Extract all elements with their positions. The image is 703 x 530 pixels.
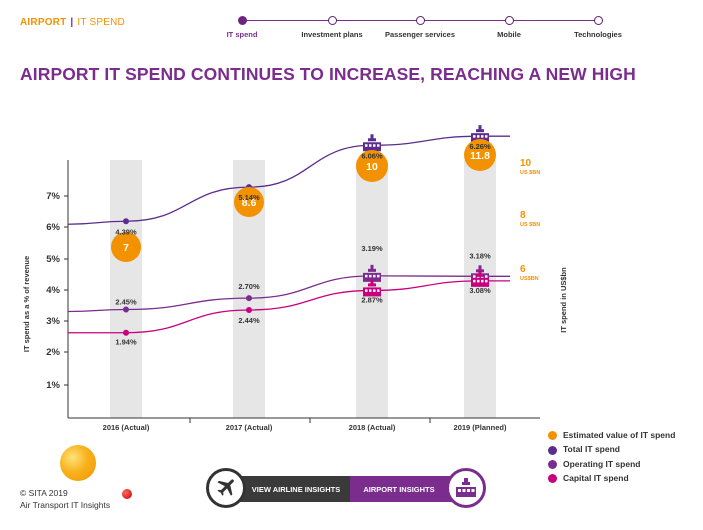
airplane-icon — [217, 479, 234, 496]
legend-label-total: Total IT spend — [563, 444, 620, 455]
airport-terminal-icon — [456, 478, 476, 497]
legend-marker-operating — [548, 459, 557, 469]
y2-tick-unit: US $BN — [520, 222, 540, 228]
data-label-total: 6.26% — [469, 142, 491, 151]
legend-label-estimated: Estimated value of IT spend — [563, 430, 676, 440]
category-column — [110, 160, 142, 418]
nav-tab-investment-plans[interactable]: Investment plans — [301, 30, 363, 39]
estimated-value-bubble — [356, 150, 388, 182]
y2-tick-value: 8 — [520, 210, 526, 221]
data-label-capital: 2.44% — [238, 316, 260, 325]
airport-terminal-icon — [363, 279, 381, 297]
data-label-capital: 1.94% — [115, 338, 137, 347]
estimated-value-label: 10 — [366, 161, 378, 173]
data-point-capital — [246, 306, 252, 313]
y-tick-label: 4% — [46, 285, 60, 296]
estimated-value-label: 7 — [123, 242, 129, 254]
airport-terminal-icon — [363, 134, 381, 152]
legend-item-operating: Operating IT spend — [548, 459, 675, 469]
data-point-operating — [246, 295, 252, 302]
breadcrumb-subsection: IT SPEND — [77, 17, 125, 28]
breadcrumb-separator: | — [70, 17, 74, 28]
legend-marker-total — [548, 445, 557, 455]
data-label-total: 5.14% — [238, 193, 260, 202]
y-axis-label: IT spend as a % of revenue — [22, 256, 31, 352]
legend-label-capital: Capital IT spend — [563, 472, 629, 483]
breadcrumb: AIRPORT | IT SPEND — [20, 17, 125, 28]
y-tick-label: 7% — [46, 191, 60, 202]
estimated-value-bubble — [234, 187, 264, 217]
view-airline-insights-label: VIEW AIRLINE INSIGHTS — [251, 484, 341, 494]
legend-item-total: Total IT spend — [548, 444, 675, 455]
airport-terminal-icon — [471, 269, 489, 287]
nav-dot-it-spend[interactable] — [238, 16, 247, 25]
data-label-operating: 3.18% — [469, 251, 491, 260]
estimated-value-bubble — [464, 139, 496, 171]
data-label-operating: 2.70% — [238, 282, 260, 291]
legend-label-operating: Operating IT spend — [563, 458, 641, 469]
legend-marker-capital — [548, 474, 557, 483]
view-airline-insights-button[interactable]: VIEW AIRLINE INSIGHTS — [226, 476, 350, 502]
x-tick-label: 2019 (Planned) — [454, 423, 507, 432]
nav-dot-technologies[interactable] — [594, 16, 603, 25]
y-tick-label: 3% — [46, 316, 60, 327]
estimated-value-bubble — [111, 232, 141, 262]
copyright: © SITA 2019 — [20, 488, 68, 498]
breadcrumb-section[interactable]: AIRPORT — [20, 17, 67, 28]
category-column — [464, 160, 496, 418]
x-tick-label: 2017 (Actual) — [226, 423, 273, 432]
page-title: AIRPORT IT SPEND CONTINUES TO INCREASE, … — [20, 64, 636, 84]
data-label-operating: 2.45% — [115, 298, 137, 307]
airport-insights-label: AIRPORT INSIGHTS — [363, 484, 435, 494]
data-point-capital — [123, 329, 129, 336]
estimated-value-label: 11.8 — [470, 150, 490, 162]
footer: © SITA 2019 Air Transport IT Insights — [20, 487, 110, 511]
x-tick-label: 2016 (Actual) — [103, 423, 150, 432]
decorative-orange-orb — [60, 445, 96, 481]
y-tick-label: 2% — [46, 347, 60, 358]
airport-icon-circle[interactable] — [446, 468, 486, 508]
decorative-red-orb — [122, 489, 132, 499]
nav-dot-passenger-services[interactable] — [416, 16, 425, 25]
legend-marker-estimated — [548, 431, 557, 441]
nav-dot-mobile[interactable] — [505, 16, 514, 25]
data-label-capital: 2.87% — [361, 295, 383, 304]
nav-dot-investment-plans[interactable] — [328, 16, 337, 25]
publication-name: Air Transport IT Insights — [20, 500, 111, 510]
y2-axis-label: IT spend in US$bn — [559, 267, 568, 333]
data-label-operating: 3.19% — [361, 244, 383, 253]
y2-tick-value: 10 — [520, 158, 532, 169]
y-tick-label: 6% — [46, 222, 60, 233]
nav-tab-passenger-services[interactable]: Passenger services — [384, 30, 456, 39]
airport-terminal-icon — [363, 264, 381, 282]
y2-tick-value: 6 — [520, 264, 526, 275]
legend-item-estimated: Estimated value of IT spend — [548, 430, 676, 441]
data-label-total: 4.39% — [115, 227, 137, 236]
data-label-total: 6.06% — [361, 151, 383, 160]
y2-tick-unit: US$BN — [520, 276, 539, 282]
airline-icon-circle[interactable] — [206, 468, 246, 508]
x-tick-label: 2018 (Actual) — [349, 423, 396, 432]
data-label-capital: 3.08% — [469, 286, 491, 295]
airport-terminal-icon — [471, 125, 489, 143]
nav-tab-technologies[interactable]: Technologies — [574, 30, 622, 39]
nav-tab-it-spend[interactable]: IT spend — [226, 30, 258, 39]
airport-insights-button[interactable]: AIRPORT INSIGHTS — [350, 476, 460, 502]
y2-tick-unit: US $BN — [520, 170, 540, 176]
legend: Estimated value of IT spend Total IT spe… — [548, 430, 675, 483]
nav-tab-mobile[interactable]: Mobile — [497, 30, 521, 39]
estimated-value-label: 8.6 — [242, 197, 257, 209]
legend-item-capital: Capital IT spend — [548, 473, 675, 483]
data-point-operating — [123, 306, 129, 313]
y-tick-label: 1% — [46, 380, 60, 391]
data-point-total — [123, 218, 129, 225]
y-tick-label: 5% — [46, 254, 60, 265]
